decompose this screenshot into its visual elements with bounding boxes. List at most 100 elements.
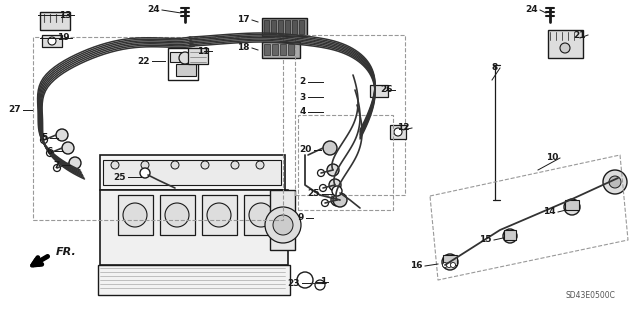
Bar [264, 20, 269, 34]
Circle shape [231, 161, 239, 169]
Text: 15: 15 [479, 235, 492, 244]
Circle shape [321, 199, 328, 206]
Circle shape [297, 272, 313, 288]
Bar [264, 44, 270, 55]
Bar [160, 195, 195, 235]
Circle shape [48, 37, 56, 45]
Text: 14: 14 [543, 207, 556, 217]
Circle shape [603, 170, 627, 194]
Bar [202, 195, 237, 235]
Bar [262, 42, 300, 58]
Text: 11: 11 [198, 47, 210, 56]
Text: 3: 3 [300, 93, 306, 101]
Circle shape [447, 263, 451, 268]
Text: 22: 22 [138, 56, 150, 65]
Bar [168, 48, 198, 80]
Text: 18: 18 [237, 43, 250, 53]
Circle shape [442, 263, 447, 268]
Bar [565, 200, 579, 210]
Text: 7: 7 [54, 160, 60, 169]
Circle shape [442, 254, 458, 270]
Text: 24: 24 [147, 5, 160, 14]
Circle shape [54, 165, 61, 172]
Circle shape [273, 215, 293, 235]
Bar [299, 20, 304, 34]
Circle shape [123, 203, 147, 227]
Text: 25: 25 [307, 189, 320, 198]
Text: 25: 25 [113, 173, 126, 182]
Circle shape [207, 203, 231, 227]
Bar [262, 18, 307, 36]
Bar [548, 30, 583, 58]
Circle shape [331, 194, 343, 206]
Circle shape [332, 186, 342, 196]
Bar [390, 125, 406, 139]
Circle shape [111, 161, 119, 169]
Circle shape [564, 199, 580, 215]
Text: 8: 8 [492, 63, 498, 72]
Circle shape [451, 263, 456, 268]
Circle shape [141, 161, 149, 169]
Text: 2: 2 [300, 78, 306, 86]
Bar [118, 195, 153, 235]
Bar [280, 44, 286, 55]
Bar [103, 160, 281, 185]
Bar [188, 48, 208, 64]
Text: 24: 24 [525, 5, 538, 14]
Bar [272, 44, 278, 55]
Bar [176, 64, 196, 76]
Text: 5: 5 [42, 133, 48, 143]
Text: 1: 1 [320, 278, 326, 286]
Text: 27: 27 [8, 106, 21, 115]
Bar [504, 230, 516, 240]
Text: 4: 4 [300, 108, 306, 116]
Circle shape [62, 142, 74, 154]
Text: 9: 9 [298, 213, 304, 222]
Circle shape [394, 128, 402, 136]
Text: 21: 21 [573, 31, 586, 40]
Circle shape [249, 203, 273, 227]
Circle shape [69, 157, 81, 169]
Bar [370, 85, 388, 97]
Text: 10: 10 [546, 153, 558, 162]
Circle shape [327, 164, 339, 176]
Text: 13: 13 [60, 11, 72, 19]
Bar [298, 115, 393, 210]
Circle shape [47, 150, 54, 157]
Circle shape [201, 161, 209, 169]
Circle shape [56, 129, 68, 141]
Circle shape [171, 161, 179, 169]
Bar [100, 155, 285, 190]
Circle shape [319, 184, 326, 191]
Bar [285, 20, 290, 34]
Bar [271, 20, 276, 34]
Circle shape [317, 169, 324, 176]
Bar [288, 44, 294, 55]
Circle shape [179, 52, 191, 64]
Bar [170, 52, 182, 62]
Text: SD43E0500C: SD43E0500C [565, 291, 615, 300]
Text: 19: 19 [58, 33, 70, 42]
Circle shape [265, 207, 301, 243]
Bar [443, 255, 457, 265]
Circle shape [165, 203, 189, 227]
Bar [295, 35, 405, 195]
Circle shape [323, 141, 337, 155]
Text: 20: 20 [300, 145, 312, 154]
Circle shape [329, 179, 341, 191]
Circle shape [140, 168, 150, 178]
Bar [33, 37, 283, 220]
Bar [42, 35, 62, 47]
Circle shape [503, 229, 517, 243]
Text: 6: 6 [47, 146, 53, 155]
Circle shape [560, 43, 570, 53]
Text: 23: 23 [287, 278, 300, 287]
Text: FR.: FR. [56, 247, 77, 257]
Bar [98, 265, 290, 295]
Circle shape [333, 193, 347, 207]
Bar [292, 20, 297, 34]
Bar [278, 20, 283, 34]
Bar [270, 190, 295, 250]
Bar [100, 190, 288, 265]
Text: 16: 16 [410, 262, 423, 271]
